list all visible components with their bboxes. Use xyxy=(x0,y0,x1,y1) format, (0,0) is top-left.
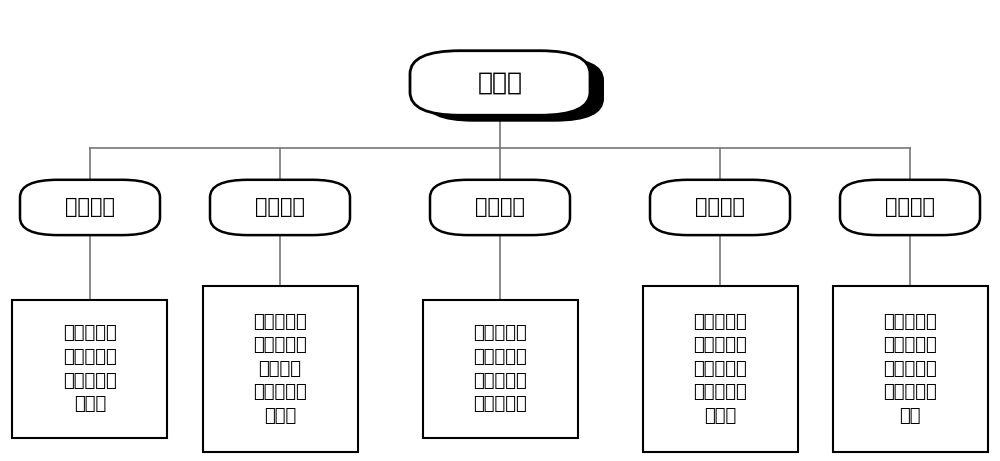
Text: 解析脚本，
使开发人员
编写的脚本
转化为计算
机语言: 解析脚本， 使开发人员 编写的脚本 转化为计算 机语言 xyxy=(693,313,747,425)
Text: 记录用户登
录信息、仪
表数据信
息、文字参
数信息: 记录用户登 录信息、仪 表数据信 息、文字参 数信息 xyxy=(253,313,307,425)
Text: 负责三维模
型的显示、
渲染、运动
调用。: 负责三维模 型的显示、 渲染、运动 调用。 xyxy=(63,325,117,413)
Text: 数据引擎: 数据引擎 xyxy=(255,197,305,218)
FancyBboxPatch shape xyxy=(20,180,160,235)
Text: 负责音效、
配音文件管
理、声音的
启动和关闭: 负责音效、 配音文件管 理、声音的 启动和关闭 xyxy=(473,325,527,413)
Text: 总系统: 总系统 xyxy=(478,71,522,95)
Text: 脚本引擎: 脚本引擎 xyxy=(695,197,745,218)
FancyBboxPatch shape xyxy=(832,286,988,452)
FancyBboxPatch shape xyxy=(430,180,570,235)
FancyBboxPatch shape xyxy=(650,180,790,235)
FancyBboxPatch shape xyxy=(424,57,604,122)
FancyBboxPatch shape xyxy=(422,300,578,438)
FancyBboxPatch shape xyxy=(12,300,167,438)
Text: 制定数学逻
辑关系，模
拟现实中出
现的逻辑运
算等: 制定数学逻 辑关系，模 拟现实中出 现的逻辑运 算等 xyxy=(883,313,937,425)
Text: 模型引擎: 模型引擎 xyxy=(65,197,115,218)
FancyBboxPatch shape xyxy=(410,51,590,115)
FancyBboxPatch shape xyxy=(202,286,358,452)
Text: 逻辑引擎: 逻辑引擎 xyxy=(885,197,935,218)
FancyBboxPatch shape xyxy=(642,286,798,452)
FancyBboxPatch shape xyxy=(210,180,350,235)
Text: 声音引擎: 声音引擎 xyxy=(475,197,525,218)
FancyBboxPatch shape xyxy=(840,180,980,235)
